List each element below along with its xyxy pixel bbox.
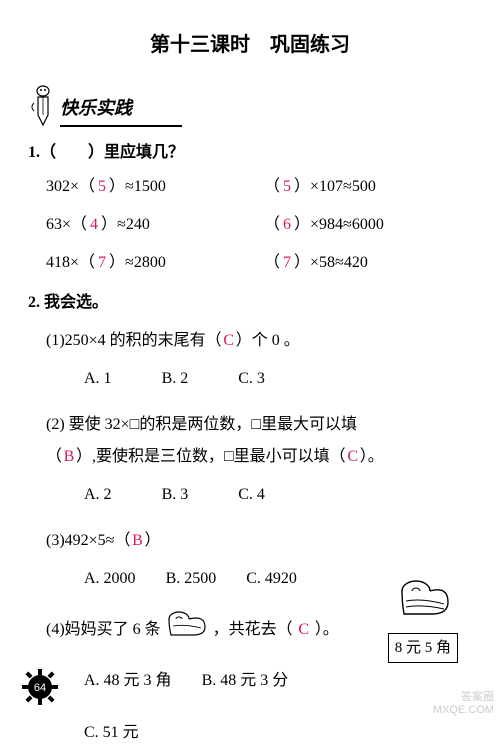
choice-b: B. 2 xyxy=(162,363,189,395)
q2-1-choices: A. 1 B. 2 C. 3 xyxy=(84,363,472,395)
choice-c: C. 4 xyxy=(238,479,265,511)
answer: B xyxy=(62,441,76,473)
answer: C xyxy=(222,325,236,357)
answer: C xyxy=(346,441,360,473)
q1-equations: 302×（5）≈1500 （5）×107≈500 63×（4）≈240 （6）×… xyxy=(46,175,472,275)
choice-c: C. 4920 xyxy=(246,563,297,595)
question-2: 2. 我会选。 (1)250×4 的积的末尾有（C）个 0 。 A. 1 B. … xyxy=(28,291,472,749)
q1-eq: 418×（7）≈2800 xyxy=(46,251,254,275)
answer: 7 xyxy=(280,251,294,275)
section-header: 快乐实践 xyxy=(28,85,472,127)
answer: 6 xyxy=(280,213,294,237)
choice-c: C. 51 元 xyxy=(84,717,384,749)
page-number: 64 xyxy=(34,682,46,694)
section-label: 快乐实践 xyxy=(60,95,182,127)
answer: 4 xyxy=(87,213,101,237)
q1-eq: 63×（4）≈240 xyxy=(46,213,254,237)
answer: 5 xyxy=(280,175,294,199)
choice-a: A. 2 xyxy=(84,479,112,511)
choice-a: A. 48 元 3 角 xyxy=(84,665,172,697)
gear-page-icon: 64 xyxy=(20,667,60,707)
q2-item-2: (2) 要使 32×□的积是两位数，□里最大可以填 （B）,要使积是三位数，□里… xyxy=(46,409,472,511)
answer: 7 xyxy=(95,251,109,275)
choice-a: A. 1 xyxy=(84,363,112,395)
choice-b: B. 3 xyxy=(162,479,189,511)
watermark: 答案圈 MXQE.COM xyxy=(433,691,494,717)
choice-c: C. 3 xyxy=(238,363,265,395)
page-footer: 64 xyxy=(20,667,60,707)
q2-title: 2. 我会选。 xyxy=(28,291,472,315)
q2-4-choices: A. 48 元 3 角 B. 48 元 3 分 C. 51 元 xyxy=(84,665,384,749)
towel-icon xyxy=(165,609,209,651)
q1-eq: （6）×984≈6000 xyxy=(264,213,472,237)
q1-eq: （7）×58≈420 xyxy=(264,251,472,275)
pencil-mascot-icon xyxy=(28,85,56,127)
question-1: 1.（ ）里应填几？ 302×（5）≈1500 （5）×107≈500 63×（… xyxy=(28,141,472,275)
answer: 5 xyxy=(95,175,109,199)
q1-eq: （5）×107≈500 xyxy=(264,175,472,199)
q2-2-choices: A. 2 B. 3 C. 4 xyxy=(84,479,472,511)
q2-item-4: (4)妈妈买了 6 条 ，共花去（C）。 A. 48 元 3 角 B. 48 元… xyxy=(46,609,472,749)
answer: B xyxy=(130,525,144,557)
choice-a: A. 2000 xyxy=(84,563,136,595)
lesson-title: 第十三课时 巩固练习 xyxy=(28,30,472,60)
price-box: 8 元 5 角 xyxy=(388,633,458,664)
q1-title: 1.（ ）里应填几？ xyxy=(28,141,472,165)
answer: C xyxy=(297,614,311,646)
q1-eq: 302×（5）≈1500 xyxy=(46,175,254,199)
choice-b: B. 2500 xyxy=(166,563,217,595)
q2-item-1: (1)250×4 的积的末尾有（C）个 0 。 A. 1 B. 2 C. 3 xyxy=(46,325,472,395)
towel-large-icon xyxy=(396,578,452,628)
choice-b: B. 48 元 3 分 xyxy=(202,665,289,697)
